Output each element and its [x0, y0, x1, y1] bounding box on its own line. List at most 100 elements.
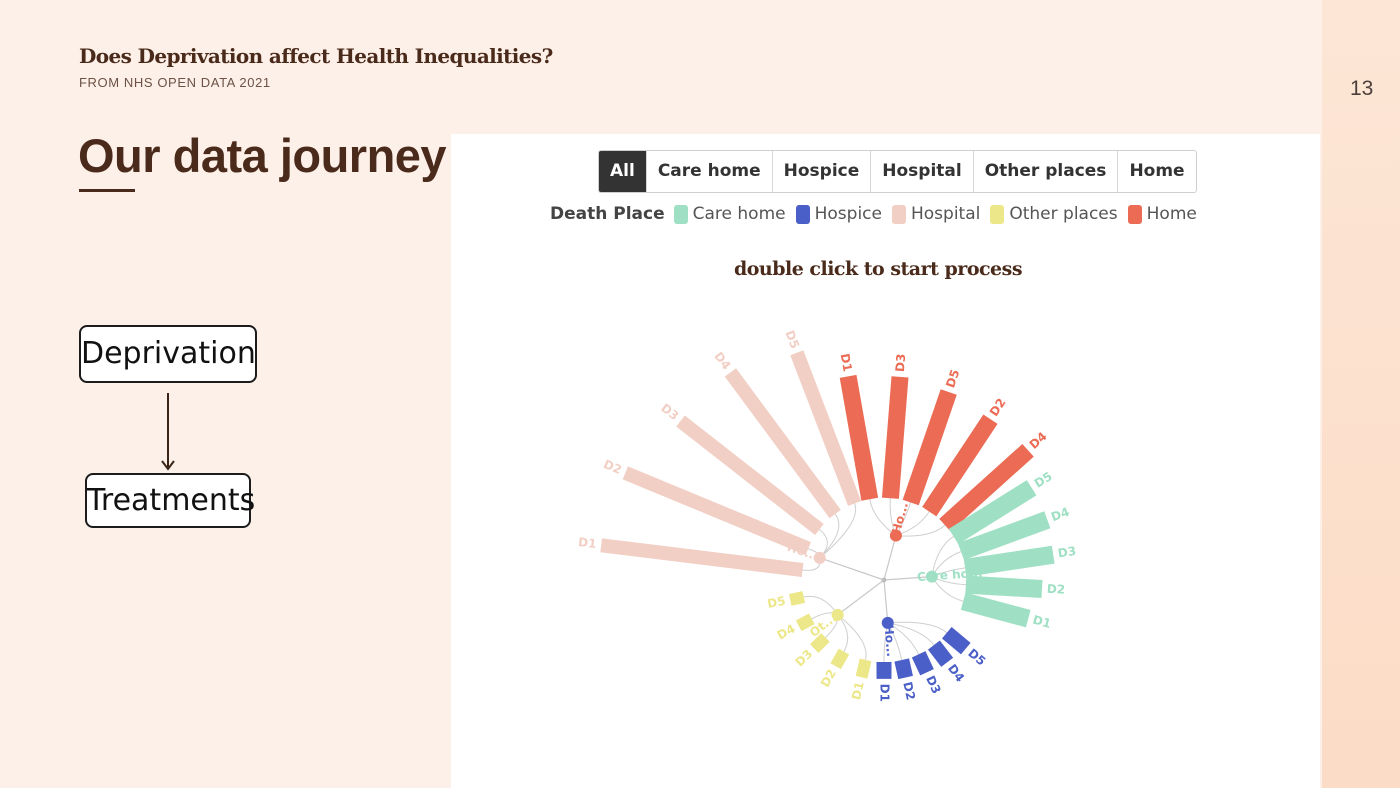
bar-label: D5 — [766, 594, 787, 612]
bar-label: D4 — [1027, 429, 1050, 452]
legend-label: Home — [1146, 204, 1197, 224]
legend-item-care-home[interactable]: Care home — [673, 204, 786, 224]
chart-panel: All Care home Hospice Hospital Other pla… — [451, 134, 1320, 788]
tree-edge — [819, 557, 885, 581]
tree-root — [881, 577, 887, 583]
bar-label: D5 — [1032, 469, 1055, 491]
bar-other-places-d2[interactable] — [830, 648, 850, 670]
bar-label: D5 — [965, 646, 988, 668]
bar-hospice-d1[interactable] — [876, 662, 892, 679]
bar-label: D2 — [987, 396, 1009, 419]
group-node-other-places[interactable] — [831, 608, 844, 621]
legend-title: Death Place — [550, 204, 665, 224]
tree-link — [819, 513, 840, 559]
bar-other-places-d5[interactable] — [788, 591, 806, 606]
legend-swatch — [891, 204, 906, 224]
page-number: 13 — [1350, 77, 1374, 100]
right-accent-strip — [1322, 0, 1400, 788]
tree-link — [887, 621, 948, 634]
bar-label: D5 — [782, 328, 802, 350]
bar-label: D4 — [775, 622, 798, 643]
section-title: Our data journey — [78, 129, 447, 182]
flow-arrow-icon — [161, 393, 175, 471]
bar-home-d3[interactable] — [881, 376, 909, 499]
tree-edge — [883, 579, 889, 623]
bar-label: D2 — [601, 457, 623, 477]
bar-label: D1 — [838, 352, 855, 372]
bar-hospice-d2[interactable] — [894, 658, 913, 680]
bar-home-d1[interactable] — [839, 374, 879, 501]
tab-hospital[interactable]: Hospital — [870, 151, 972, 192]
title-underline — [79, 189, 135, 192]
bar-label: D3 — [893, 353, 908, 372]
bar-hospice-d3[interactable] — [911, 651, 934, 676]
tree-edge — [837, 579, 885, 616]
legend-swatch — [990, 204, 1005, 224]
bar-hospital-d2[interactable] — [622, 466, 811, 556]
bar-label: D3 — [792, 647, 815, 670]
bar-care-home-d3[interactable] — [963, 545, 1055, 577]
bar-label: D1 — [878, 684, 892, 702]
bar-label: D2 — [900, 681, 918, 702]
bar-care-home-d1[interactable] — [960, 592, 1031, 628]
bar-label: D1 — [849, 680, 867, 701]
filter-tabs: All Care home Hospice Hospital Other pla… — [598, 150, 1197, 193]
bar-label: D4 — [1049, 505, 1071, 524]
group-node-label: Ho... — [785, 540, 820, 564]
tab-all[interactable]: All — [599, 151, 646, 192]
group-node-hospice[interactable] — [881, 616, 894, 629]
slide-header-subtitle: FROM NHS OPEN DATA 2021 — [79, 75, 271, 90]
bar-label: D3 — [658, 401, 681, 423]
legend-item-hospital[interactable]: Hospital — [891, 204, 981, 224]
tree-edge — [883, 535, 897, 581]
bar-label: D5 — [943, 368, 962, 390]
chart-legend: Death Place Care home Hospice Hospital O… — [550, 204, 1207, 224]
bar-care-home-d5[interactable] — [948, 480, 1037, 545]
bar-care-home-d4[interactable] — [957, 511, 1051, 561]
tab-hospice[interactable]: Hospice — [771, 151, 871, 192]
bar-hospice-d5[interactable] — [941, 626, 971, 655]
tab-other-places[interactable]: Other places — [972, 151, 1118, 192]
legend-swatch — [795, 204, 810, 224]
flow-box-deprivation: Deprivation — [79, 325, 257, 383]
bar-other-places-d3[interactable] — [810, 633, 830, 653]
bar-label: D2 — [1046, 582, 1065, 597]
group-node-home[interactable] — [889, 529, 902, 542]
legend-item-other-places[interactable]: Other places — [990, 204, 1118, 224]
legend-swatch — [673, 204, 688, 224]
bar-label: D1 — [577, 535, 597, 551]
bar-label: D1 — [1031, 613, 1052, 631]
bar-hospice-d4[interactable] — [927, 640, 954, 667]
bar-label: D4 — [711, 349, 733, 372]
tab-care-home[interactable]: Care home — [645, 151, 772, 192]
bar-home-d2[interactable] — [922, 414, 998, 517]
legend-label: Other places — [1009, 204, 1118, 224]
tab-home[interactable]: Home — [1117, 151, 1195, 192]
bar-hospital-d1[interactable] — [600, 538, 804, 577]
flow-box-treatments: Treatments — [85, 473, 255, 528]
group-node-hospital[interactable] — [813, 551, 826, 564]
bar-label: D3 — [1057, 544, 1077, 561]
legend-label: Hospice — [814, 204, 882, 224]
bar-other-places-d1[interactable] — [855, 658, 872, 679]
bar-label: D4 — [945, 662, 967, 685]
bar-label: D2 — [818, 667, 839, 690]
slide-header-title: Does Deprivation affect Health Inequalit… — [79, 44, 553, 68]
bar-care-home-d2[interactable] — [965, 575, 1043, 598]
bar-home-d5[interactable] — [902, 389, 957, 506]
group-node-label: Ho... — [881, 624, 898, 657]
group-node-care-home[interactable] — [925, 570, 938, 583]
tree-link — [819, 503, 857, 559]
bar-home-d4[interactable] — [939, 443, 1034, 532]
bar-hospital-d4[interactable] — [724, 368, 841, 519]
legend-item-home[interactable]: Home — [1127, 204, 1197, 224]
bar-other-places-d4[interactable] — [795, 613, 815, 632]
bar-hospital-d5[interactable] — [790, 350, 862, 506]
legend-swatch — [1127, 204, 1142, 224]
tree-edge — [883, 576, 932, 581]
legend-item-hospice[interactable]: Hospice — [795, 204, 882, 224]
bar-hospital-d3[interactable] — [676, 415, 824, 536]
legend-label: Hospital — [910, 204, 981, 224]
tree-link — [837, 614, 867, 661]
